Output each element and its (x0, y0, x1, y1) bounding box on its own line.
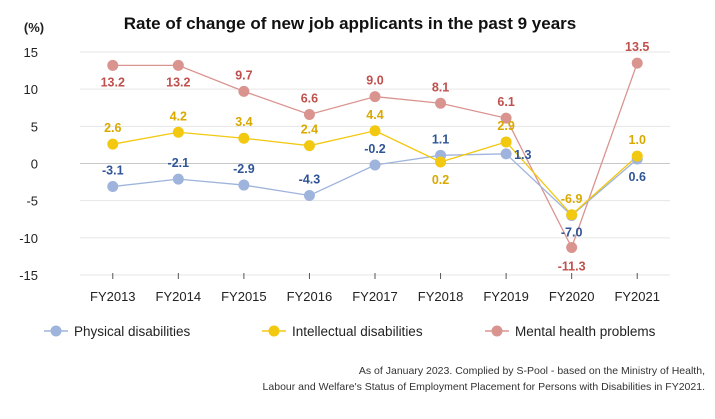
data-label: 8.1 (432, 80, 449, 94)
data-label: 9.0 (366, 74, 383, 88)
data-label: -0.2 (364, 142, 386, 156)
data-label: 9.7 (235, 68, 252, 82)
data-point (107, 138, 119, 150)
data-point (631, 150, 643, 162)
data-label: 4.2 (170, 109, 187, 123)
y-tick-label: -5 (26, 194, 38, 209)
data-point (303, 189, 315, 201)
chart-title: Rate of change of new job applicants in … (124, 14, 577, 33)
data-label: -11.3 (558, 259, 586, 273)
data-point (238, 179, 250, 191)
legend-marker (491, 325, 503, 337)
data-point (500, 148, 512, 160)
data-label: 3.4 (235, 115, 252, 129)
data-label: -2.9 (233, 162, 255, 176)
data-point (303, 140, 315, 152)
data-point (107, 59, 119, 71)
data-label: -2.1 (168, 156, 190, 170)
data-label: -3.1 (102, 164, 124, 178)
x-tick-label: FY2021 (614, 289, 660, 304)
data-point (631, 57, 643, 69)
x-tick-label: FY2014 (156, 289, 202, 304)
data-label: 2.4 (301, 123, 318, 137)
data-point (435, 97, 447, 109)
data-label: 2.9 (497, 119, 514, 133)
data-label: -6.9 (561, 192, 583, 206)
data-point (369, 91, 381, 103)
x-tick-label: FY2018 (418, 289, 464, 304)
data-point (500, 136, 512, 148)
data-point (107, 181, 119, 193)
y-tick-label: -10 (19, 231, 38, 246)
data-label: 2.6 (104, 121, 121, 135)
data-point (566, 241, 578, 253)
data-point (172, 173, 184, 185)
x-tick-label: FY2013 (90, 289, 136, 304)
data-point (369, 125, 381, 137)
data-label: 1.3 (514, 148, 531, 162)
footer-line-1: As of January 2023. Complied by S-Pool -… (359, 365, 705, 377)
y-axis-unit: (%) (24, 20, 44, 35)
data-point (238, 85, 250, 97)
data-label: 0.2 (432, 173, 449, 187)
footer-line-2: Labour and Welfare's Status of Employmen… (263, 381, 705, 393)
data-label: 6.6 (301, 91, 318, 105)
legend-label: Physical disabilities (74, 324, 191, 339)
data-point (500, 112, 512, 124)
data-label: 1.0 (629, 133, 646, 147)
y-tick-label: 10 (24, 82, 38, 97)
legend-marker (50, 325, 62, 337)
y-tick-label: -15 (19, 268, 38, 283)
legend-label: Intellectual disabilities (292, 324, 423, 339)
data-label: 13.2 (166, 75, 190, 89)
data-point (566, 209, 578, 221)
x-tick-label: FY2017 (352, 289, 398, 304)
legend-marker (268, 325, 280, 337)
data-label: 4.4 (366, 108, 383, 122)
legend-label: Mental health problems (515, 324, 656, 339)
x-tick-label: FY2020 (549, 289, 595, 304)
y-tick-label: 0 (31, 157, 38, 172)
data-point (238, 132, 250, 144)
data-point (303, 108, 315, 120)
x-tick-label: FY2019 (483, 289, 529, 304)
data-label: 6.1 (497, 95, 514, 109)
data-point (172, 126, 184, 138)
y-tick-label: 5 (31, 119, 38, 134)
x-tick-label: FY2016 (287, 289, 333, 304)
data-label: -4.3 (299, 172, 321, 186)
data-point (435, 156, 447, 168)
data-point (172, 59, 184, 71)
x-tick-label: FY2015 (221, 289, 267, 304)
data-label: 13.2 (101, 75, 125, 89)
data-point (369, 159, 381, 171)
data-label: 0.6 (629, 170, 646, 184)
data-label: 13.5 (625, 40, 649, 54)
y-tick-label: 15 (24, 45, 38, 60)
data-label: -7.0 (561, 226, 583, 240)
data-label: 1.1 (432, 132, 449, 146)
